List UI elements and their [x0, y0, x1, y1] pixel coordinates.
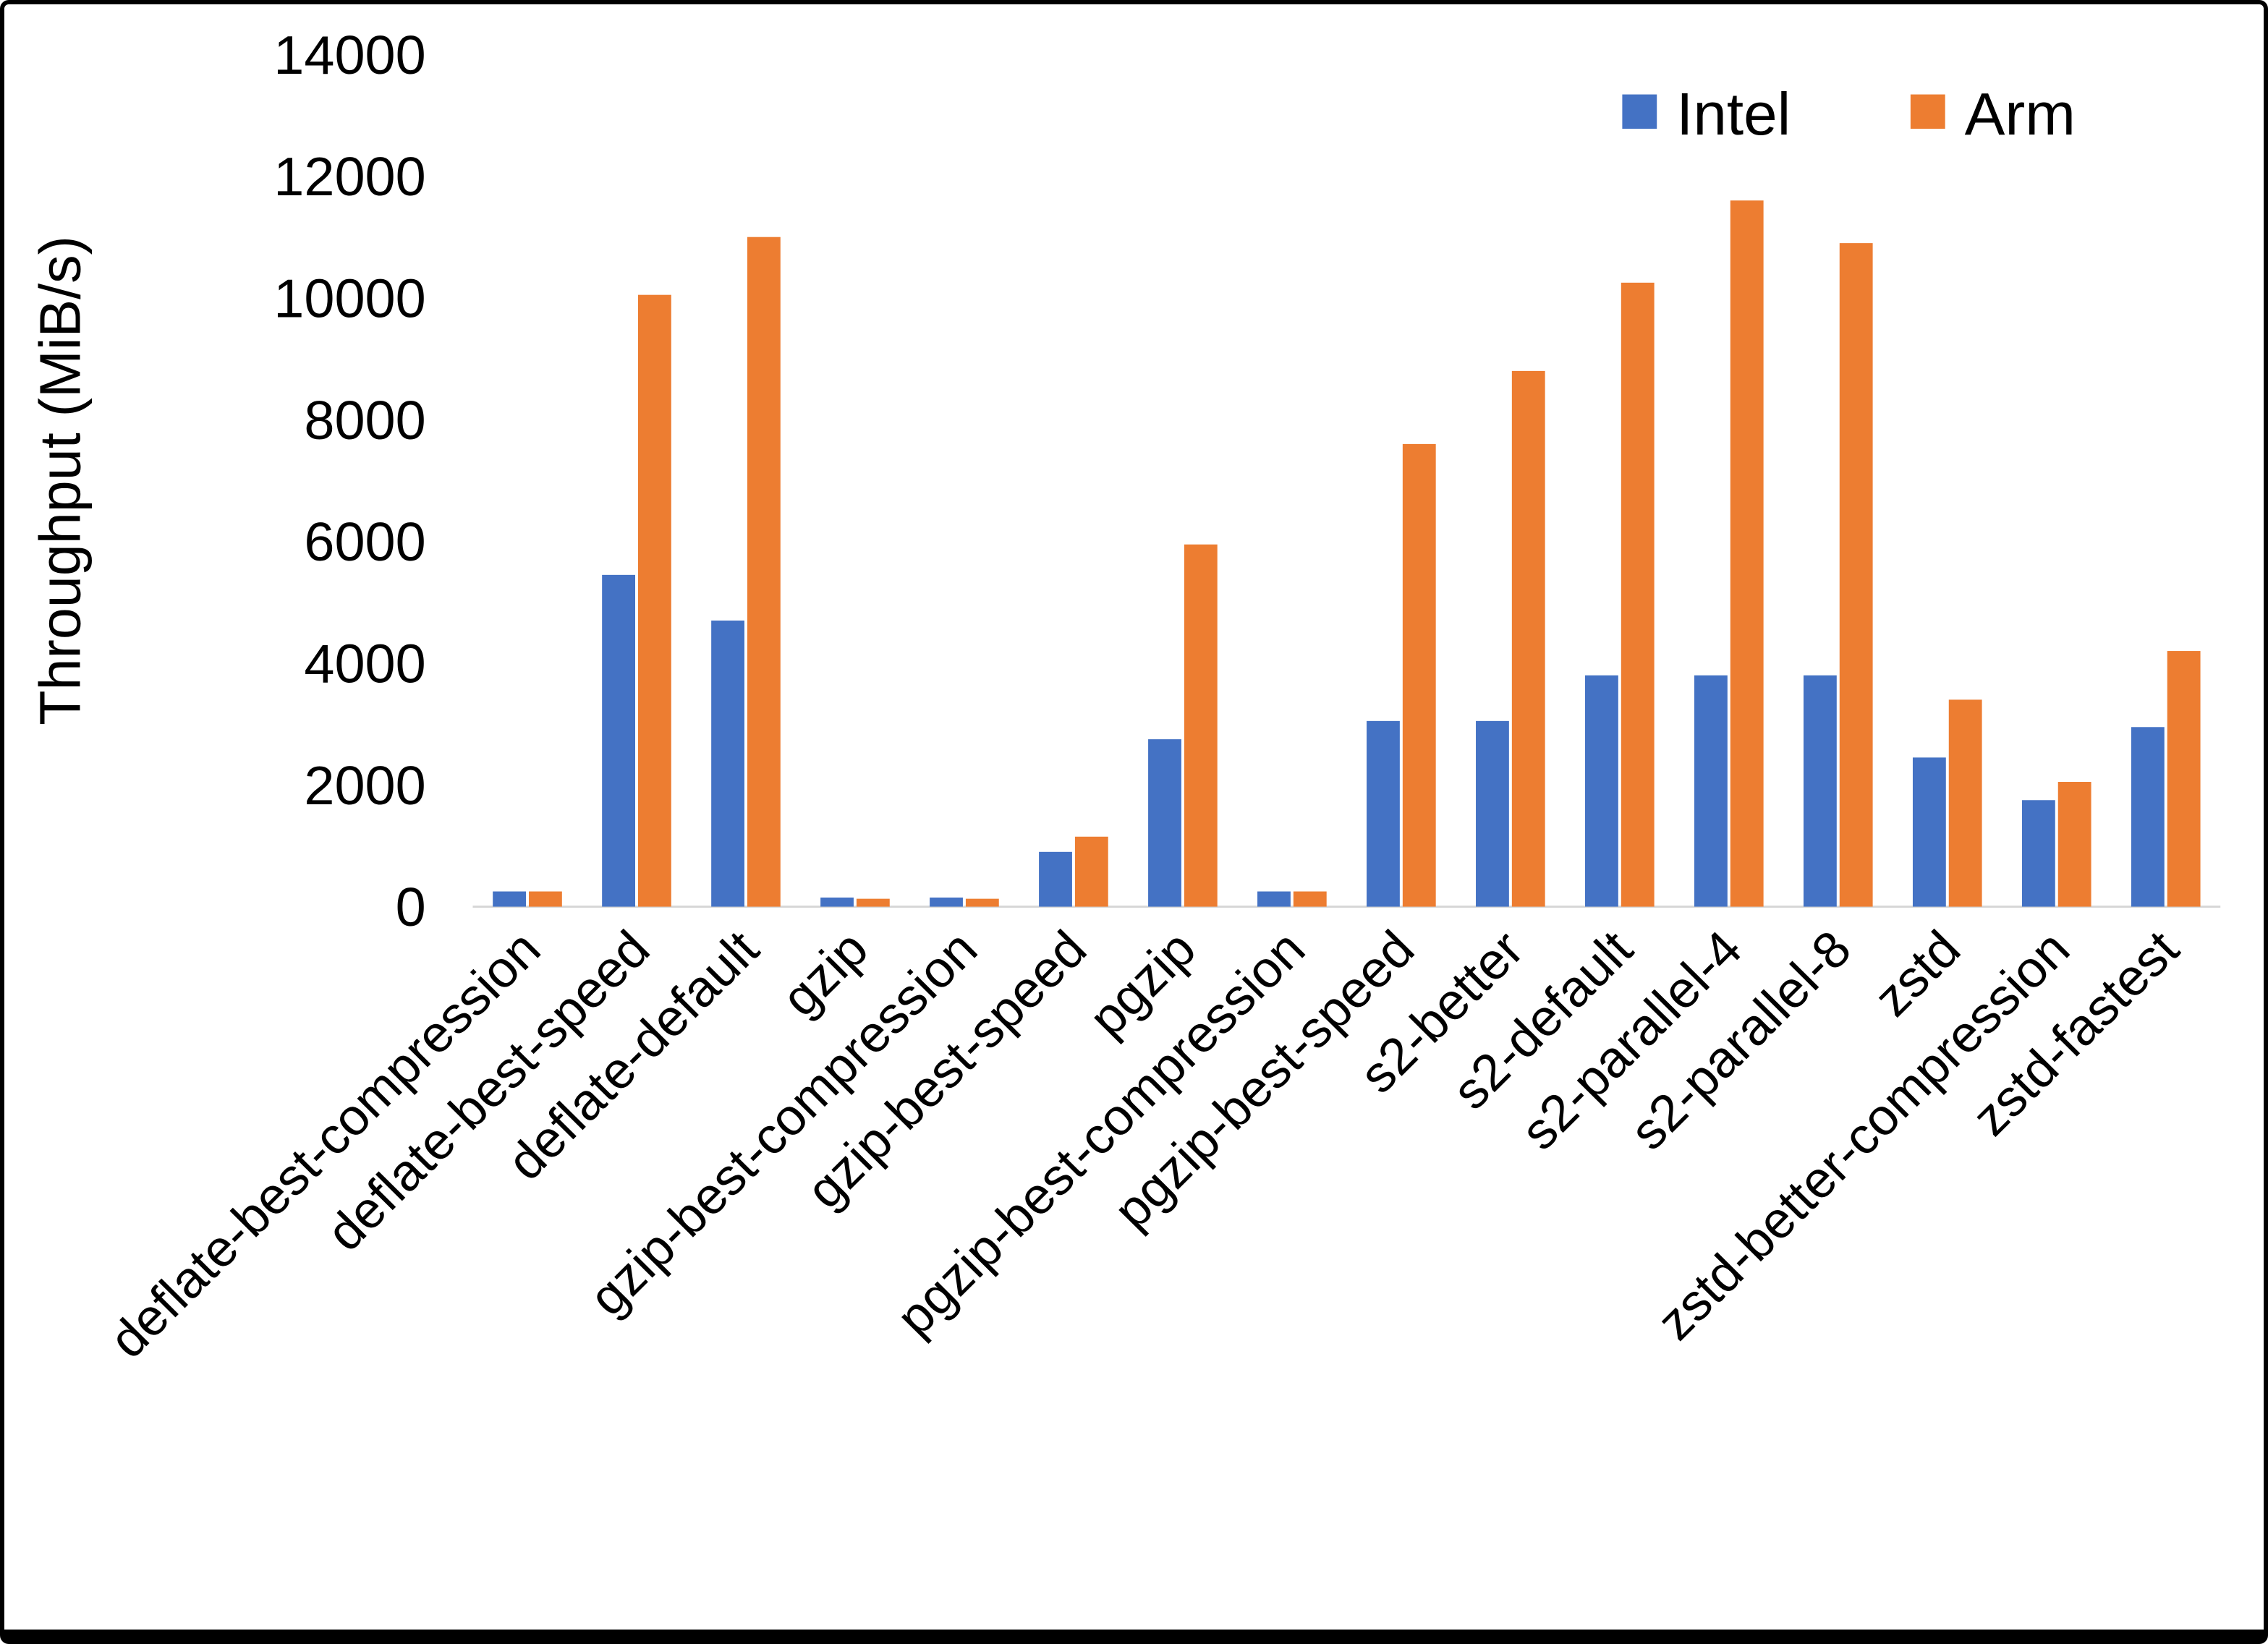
- y-tick-label: 2000: [304, 755, 425, 816]
- bar-intel-s2-better: [1476, 720, 1509, 907]
- bar-intel-zstd-better-compression: [2021, 800, 2055, 907]
- bar-intel-gzip-best-speed: [1039, 851, 1072, 907]
- bars-group: [493, 200, 2201, 907]
- bar-intel-zstd-fastest: [2131, 727, 2165, 907]
- x-axis-tick-labels: deflate-best-compressiondeflate-best-spe…: [98, 920, 2190, 1369]
- bar-intel-deflate-best-compression: [493, 891, 527, 907]
- y-tick-label: 6000: [304, 512, 425, 573]
- y-tick-label: 4000: [304, 634, 425, 694]
- bar-arm-zstd-better-compression: [2057, 782, 2091, 907]
- bar-arm-s2-default: [1621, 282, 1655, 907]
- legend-swatch-intel: [1622, 94, 1657, 129]
- bar-arm-deflate-best-speed: [637, 294, 671, 907]
- bar-intel-pgzip-best-compression: [1257, 891, 1291, 907]
- bar-arm-pgzip-best-compression: [1293, 891, 1327, 907]
- bar-arm-zstd: [1948, 699, 1982, 907]
- bar-intel-deflate-default: [711, 620, 744, 907]
- bar-arm-pgzip: [1184, 544, 1218, 907]
- bar-intel-deflate-best-speed: [602, 574, 635, 907]
- bar-arm-gzip-best-speed: [1074, 836, 1108, 907]
- bar-arm-deflate-default: [747, 237, 781, 907]
- y-tick-label: 0: [396, 877, 426, 938]
- bar-arm-pgzip-best-speed: [1402, 443, 1436, 907]
- y-tick-label: 8000: [304, 390, 425, 451]
- bar-intel-zstd: [1912, 757, 1946, 907]
- x-tick-label: deflate-best-compression: [98, 920, 551, 1369]
- bar-intel-gzip: [820, 897, 854, 907]
- bar-intel-s2-parallel-4: [1694, 675, 1728, 907]
- bar-arm-s2-better: [1511, 370, 1545, 907]
- bar-arm-s2-parallel-8: [1839, 243, 1873, 907]
- bar-intel-s2-parallel-8: [1803, 675, 1837, 907]
- bar-arm-gzip-best-compression: [965, 898, 999, 907]
- bar-intel-gzip-best-compression: [930, 897, 963, 907]
- y-axis-title: Throughput (MiB/s): [27, 236, 92, 725]
- legend-label-intel: Intel: [1676, 80, 1791, 148]
- legend-swatch-arm: [1910, 94, 1945, 129]
- bar-arm-deflate-best-compression: [528, 891, 562, 907]
- y-axis-tick-labels: 0 2000 4000 6000 8000 10000 12000 14000: [273, 25, 425, 937]
- bar-arm-zstd-fastest: [2167, 651, 2201, 907]
- chart-canvas: Throughput (MiB/s) 0 2000 4000 6000 8000 1000…: [27, 25, 2221, 1369]
- bar-intel-pgzip: [1148, 739, 1181, 907]
- bar-intel-pgzip-best-speed: [1367, 720, 1400, 907]
- y-tick-label: 12000: [273, 146, 425, 207]
- y-tick-label: 14000: [273, 25, 425, 85]
- legend: Intel Arm: [1622, 80, 2076, 148]
- bar-arm-gzip: [856, 898, 890, 907]
- bar-arm-s2-parallel-4: [1730, 200, 1764, 907]
- bar-intel-s2-default: [1585, 675, 1618, 907]
- legend-label-arm: Arm: [1965, 80, 2076, 148]
- y-tick-label: 10000: [273, 268, 425, 329]
